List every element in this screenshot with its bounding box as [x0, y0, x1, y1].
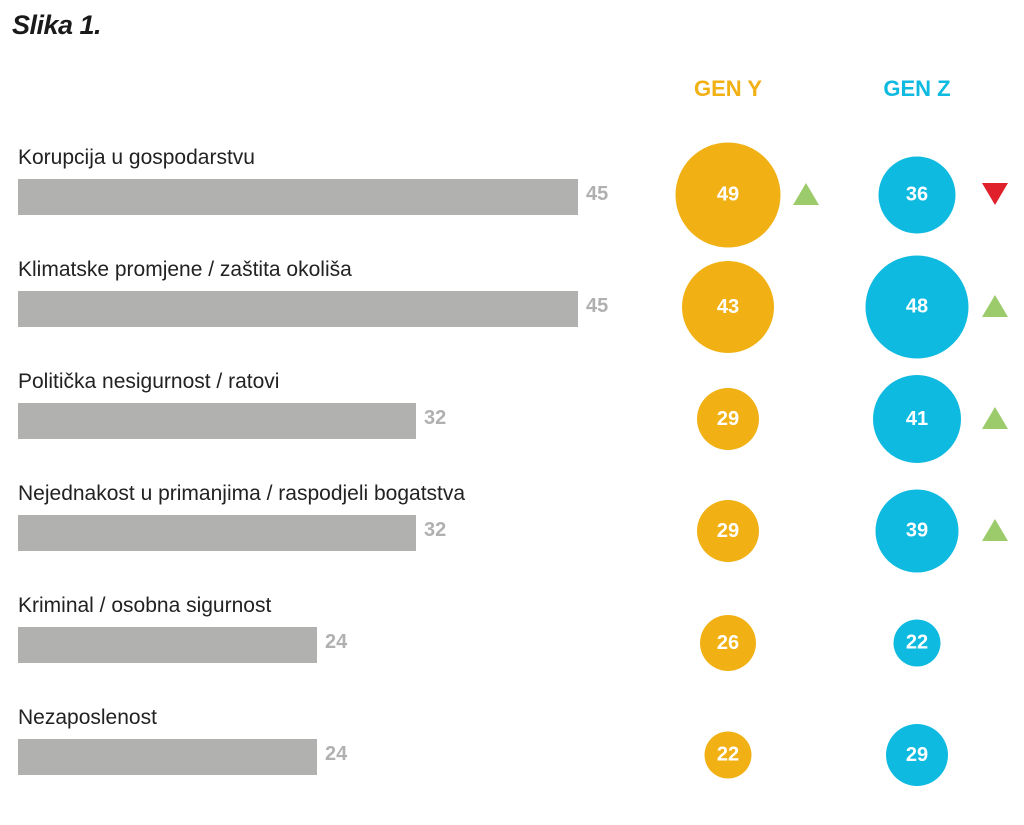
total-bar-value: 24 — [325, 743, 348, 765]
total-bar — [18, 403, 416, 439]
total-bar — [18, 515, 416, 551]
category-label: Nezaposlenost — [18, 706, 157, 729]
category-label: Klimatske promjene / zaštita okoliša — [18, 258, 352, 281]
total-bar — [18, 627, 317, 663]
total-bar-value: 45 — [586, 295, 609, 317]
trend-up-icon — [982, 295, 1008, 317]
gen-y-bubble: 29 — [697, 500, 759, 562]
gen-y-bubble: 49 — [675, 142, 781, 248]
category-label: Kriminal / osobna sigurnost — [18, 594, 272, 617]
gen-z-bubble: 36 — [878, 156, 956, 234]
gen-z-bubble: 41 — [873, 375, 961, 463]
category-label: Korupcija u gospodarstvu — [18, 146, 255, 169]
total-bar-value: 32 — [424, 407, 447, 429]
gen-y-bubble: 43 — [682, 261, 774, 353]
gen-y-bubble: 29 — [697, 388, 759, 450]
trend-up-icon — [793, 183, 819, 205]
gen-z-bubble: 29 — [886, 724, 948, 786]
trend-up-icon — [982, 407, 1008, 429]
total-bar-value: 24 — [325, 631, 348, 653]
gen-z-bubble: 22 — [893, 619, 941, 667]
category-label: Politička nesigurnost / ratovi — [18, 370, 280, 393]
gen-z-bubble: 39 — [875, 489, 959, 573]
figure-title: Slika 1. — [12, 10, 102, 40]
gen-y-bubble: 22 — [704, 731, 752, 779]
total-bar-value: 32 — [424, 519, 447, 541]
gen-z-header: GEN Z — [883, 76, 951, 101]
trend-down-icon — [982, 183, 1008, 205]
gen-z-bubble: 48 — [865, 255, 969, 359]
total-bar-value: 45 — [586, 183, 609, 205]
category-label: Nejednakost u primanjima / raspodjeli bo… — [18, 482, 466, 505]
total-bar — [18, 179, 578, 215]
total-bar — [18, 739, 317, 775]
total-bar — [18, 291, 578, 327]
trend-up-icon — [982, 519, 1008, 541]
gen-y-bubble: 26 — [700, 615, 756, 671]
gen-y-header: GEN Y — [693, 76, 763, 101]
